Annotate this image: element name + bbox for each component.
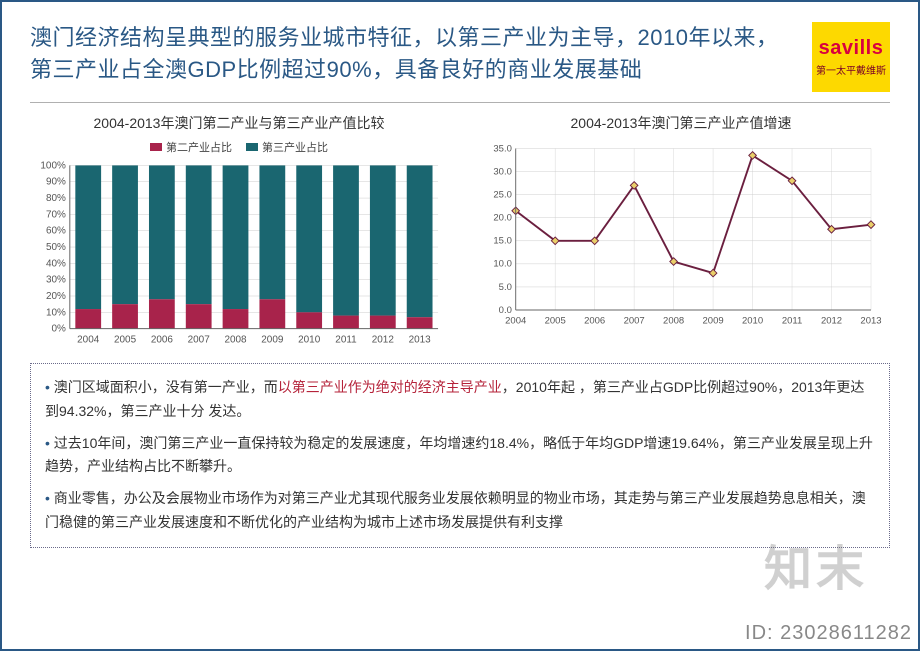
logo-main: savills [819, 37, 884, 60]
legend-item-s2: 第二产业占比 [150, 139, 232, 155]
svg-text:60%: 60% [46, 226, 66, 237]
svg-text:40%: 40% [46, 258, 66, 269]
chart1-legend: 第二产业占比 第三产业占比 [30, 139, 448, 155]
svg-text:2011: 2011 [782, 315, 802, 326]
note-paragraph: • 澳门区域面积小，没有第一产业，而以第三产业作为绝对的经济主导产业，2010年… [45, 376, 875, 424]
note-paragraph: • 商业零售，办公及会展物业市场作为对第三产业尤其现代服务业发展依赖明显的物业市… [45, 487, 875, 535]
svg-text:2004: 2004 [77, 335, 100, 346]
svg-text:2013: 2013 [409, 335, 432, 346]
svg-text:2007: 2007 [188, 335, 211, 346]
svg-text:15.0: 15.0 [493, 236, 512, 247]
chart1-block: 2004-2013年澳门第二产业与第三产业产值比较 第二产业占比 第三产业占比 … [30, 113, 448, 349]
svg-text:2008: 2008 [663, 315, 684, 326]
svg-text:2004: 2004 [505, 315, 526, 326]
svg-text:2005: 2005 [545, 315, 566, 326]
svg-text:90%: 90% [46, 177, 66, 188]
svg-text:30%: 30% [46, 275, 66, 286]
svg-text:25.0: 25.0 [493, 189, 512, 200]
swatch-s3 [246, 143, 258, 151]
swatch-s2 [150, 143, 162, 151]
svg-text:2012: 2012 [821, 315, 842, 326]
header-row: 澳门经济结构呈典型的服务业城市特征，以第三产业为主导，2010年以来，第三产业占… [30, 22, 890, 92]
logo-sub: 第一太平戴维斯 [816, 62, 886, 77]
page-title: 澳门经济结构呈典型的服务业城市特征，以第三产业为主导，2010年以来，第三产业占… [30, 22, 796, 86]
svg-text:70%: 70% [46, 209, 66, 220]
chart2-title: 2004-2013年澳门第三产业产值增速 [472, 113, 890, 133]
legend-label-s2: 第二产业占比 [166, 139, 232, 155]
svg-text:2010: 2010 [742, 315, 763, 326]
svg-text:2006: 2006 [584, 315, 605, 326]
svg-text:35.0: 35.0 [493, 143, 512, 154]
svg-text:80%: 80% [46, 193, 66, 204]
charts-row: 2004-2013年澳门第二产业与第三产业产值比较 第二产业占比 第三产业占比 … [30, 113, 890, 349]
svg-text:2006: 2006 [151, 335, 174, 346]
svg-text:10.0: 10.0 [493, 259, 512, 270]
svg-text:20.0: 20.0 [493, 213, 512, 224]
chart1-svg: 0% 10% 20% 30% 40% 50% 60% 70% 80% 90% 100% 2004 200… [30, 159, 448, 349]
svg-text:2008: 2008 [224, 335, 247, 346]
svg-text:30.0: 30.0 [493, 166, 512, 177]
svg-text:100%: 100% [40, 160, 66, 171]
svg-text:0.0: 0.0 [499, 305, 512, 316]
notes-box: • 澳门区域面积小，没有第一产业，而以第三产业作为绝对的经济主导产业，2010年… [30, 363, 890, 548]
svg-text:2009: 2009 [703, 315, 724, 326]
svg-text:2010: 2010 [298, 335, 321, 346]
svg-text:0%: 0% [51, 324, 66, 335]
note-paragraph: • 过去10年间，澳门第三产业一直保持较为稳定的发展速度，年均增速约18.4%，… [45, 432, 875, 480]
svg-text:2012: 2012 [372, 335, 395, 346]
divider [30, 102, 890, 103]
savills-logo: savills 第一太平戴维斯 [812, 22, 890, 92]
svg-text:2009: 2009 [261, 335, 284, 346]
svg-text:2011: 2011 [335, 335, 357, 346]
svg-text:5.0: 5.0 [499, 282, 512, 293]
svg-text:50%: 50% [46, 242, 66, 253]
slide-page: 澳门经济结构呈典型的服务业城市特征，以第三产业为主导，2010年以来，第三产业占… [0, 0, 920, 651]
svg-text:2005: 2005 [114, 335, 137, 346]
id-label: ID: 23028611282 [745, 622, 912, 645]
legend-label-s3: 第三产业占比 [262, 139, 328, 155]
svg-text:2013: 2013 [860, 315, 881, 326]
legend-item-s3: 第三产业占比 [246, 139, 328, 155]
svg-text:10%: 10% [46, 307, 66, 318]
chart1-title: 2004-2013年澳门第二产业与第三产业产值比较 [30, 113, 448, 133]
svg-text:2007: 2007 [624, 315, 645, 326]
chart2-block: 2004-2013年澳门第三产业产值增速 0.0 5.0 10.0 15.0 20.0 2… [472, 113, 890, 329]
chart2-svg: 0.0 5.0 10.0 15.0 20.0 25.0 30.0 35.0 2004 2005 20… [472, 139, 890, 329]
svg-text:20%: 20% [46, 291, 66, 302]
